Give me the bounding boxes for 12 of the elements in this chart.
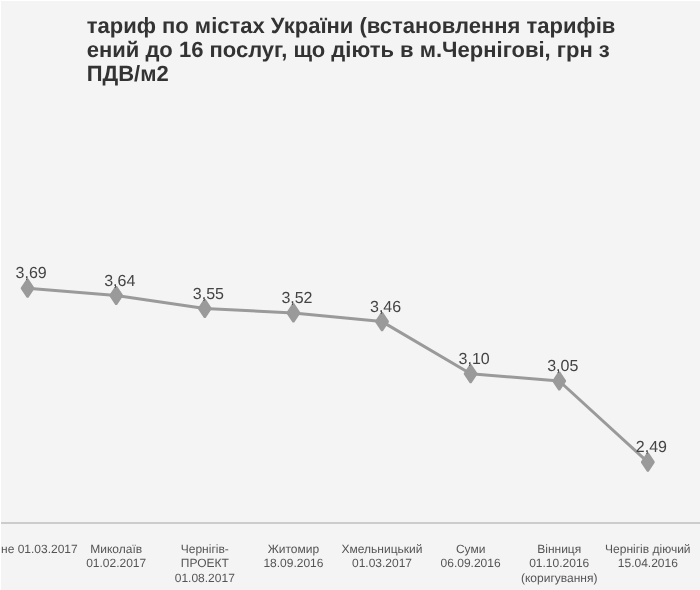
data-label: 2,49: [635, 438, 669, 457]
point: [552, 371, 567, 391]
data-label: 3,64: [104, 271, 137, 290]
point: [640, 452, 655, 473]
data-label: 3,55: [192, 284, 226, 303]
chart-title: тариф по містах України (встановлення тарифів ений до 16 послуг, що діють в м.Чернігові, грн з ПДВ/м2: [86, 15, 616, 87]
data-label: 3,46: [370, 297, 403, 316]
data-label: 3,69: [15, 264, 48, 283]
data-label: 3,05: [547, 357, 580, 375]
point: [20, 278, 35, 299]
data-label: 3,52: [281, 288, 314, 307]
data-label: 3,10: [458, 349, 491, 368]
